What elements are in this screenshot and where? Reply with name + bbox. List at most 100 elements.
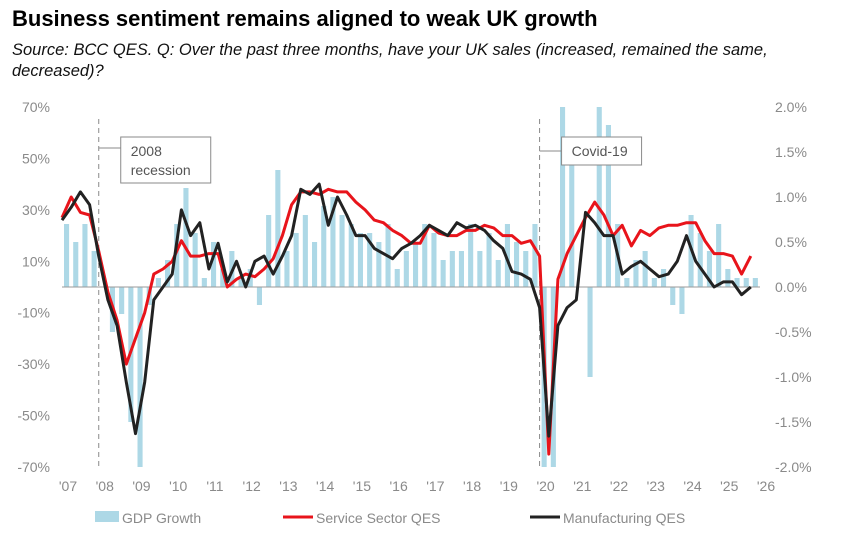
gdp-bar xyxy=(532,224,538,287)
gdp-bar xyxy=(293,233,299,287)
y-left-tick-label: -50% xyxy=(17,408,50,424)
gdp-bar xyxy=(504,224,510,287)
y-right-tick-label: -2.0% xyxy=(775,459,812,475)
y-axis-left: 70% 50% 30% 10% -10% -30% -50% -70% xyxy=(17,99,50,475)
x-tick-label: '12 xyxy=(243,478,261,494)
gdp-bar xyxy=(431,233,437,287)
y-left-tick-label: 50% xyxy=(22,150,50,166)
gdp-bar xyxy=(706,251,712,287)
x-tick-label: '16 xyxy=(390,478,408,494)
gdp-bar xyxy=(330,197,336,287)
y-axis-right: 2.0% 1.5% 1.0% 0.5% 0.0% -0.5% -1.0% -1.5% -2.0% xyxy=(775,99,812,475)
gdp-bar xyxy=(275,170,281,287)
gdp-bar xyxy=(495,260,501,287)
gdp-bar xyxy=(165,260,171,287)
x-tick-label: '19 xyxy=(500,478,518,494)
y-right-tick-label: -0.5% xyxy=(775,324,812,340)
x-tick-label: '10 xyxy=(169,478,187,494)
legend-label: Manufacturing QES xyxy=(563,510,685,526)
legend-label: Service Sector QES xyxy=(316,510,441,526)
gdp-bar xyxy=(670,287,676,305)
annotations-group: 2008 recession Covid-19 xyxy=(98,119,643,467)
gdp-bar xyxy=(679,287,685,314)
gdp-bar xyxy=(449,251,455,287)
x-axis: '07 '08 '09 '10 '11 '12 '13 '14 '15 '16 '17 '18 '19 '… xyxy=(59,478,775,494)
gdp-bar xyxy=(514,242,520,287)
gdp-bar xyxy=(367,233,373,287)
gdp-bar xyxy=(220,269,226,287)
y-right-tick-label: 1.0% xyxy=(775,189,807,205)
annotation-label: Covid-19 xyxy=(572,143,628,159)
gdp-bar xyxy=(376,242,382,287)
gdp-bar xyxy=(73,242,79,287)
x-tick-label: '09 xyxy=(132,478,150,494)
y-right-tick-label: -1.5% xyxy=(775,414,812,430)
gdp-bar xyxy=(486,233,492,287)
x-tick-label: '14 xyxy=(316,478,334,494)
gdp-bar xyxy=(64,224,70,287)
gdp-bar xyxy=(339,215,345,287)
x-tick-label: '22 xyxy=(610,478,628,494)
gdp-bar xyxy=(661,269,667,287)
gdp-bar xyxy=(321,206,327,287)
legend: GDP Growth Service Sector QES Manufacturin… xyxy=(95,510,685,526)
gdp-bar xyxy=(357,233,363,287)
x-tick-label: '18 xyxy=(463,478,481,494)
gdp-bar xyxy=(302,215,308,287)
service-sector-qes-line xyxy=(60,187,753,456)
x-tick-label: '13 xyxy=(279,478,297,494)
x-tick-label: '20 xyxy=(536,478,554,494)
gdp-bar xyxy=(468,224,474,287)
y-left-tick-label: -70% xyxy=(17,459,50,475)
gdp-bar xyxy=(596,107,602,287)
gdp-bar xyxy=(266,215,272,287)
x-tick-label: '11 xyxy=(206,478,223,494)
gdp-bar xyxy=(651,278,657,287)
legend-swatch-gdp xyxy=(95,511,119,522)
gdp-bar xyxy=(82,224,88,287)
x-tick-label: '08 xyxy=(96,478,114,494)
legend-label: GDP Growth xyxy=(122,510,201,526)
gdp-bars-group xyxy=(64,107,758,467)
x-tick-label: '24 xyxy=(683,478,701,494)
gdp-bar xyxy=(587,287,593,377)
gdp-bar xyxy=(238,278,244,287)
x-tick-label: '17 xyxy=(426,478,444,494)
gdp-bar xyxy=(523,251,529,287)
y-left-tick-label: -10% xyxy=(17,305,50,321)
gdp-bar xyxy=(752,278,758,287)
gdp-bar xyxy=(183,188,189,287)
y-left-tick-label: 10% xyxy=(22,253,50,269)
annotation-label: 2008 xyxy=(131,143,162,159)
gdp-bar xyxy=(624,278,630,287)
gdp-bar xyxy=(477,251,483,287)
manufacturing-qes-line xyxy=(60,182,752,438)
annotation-box xyxy=(561,136,643,166)
x-tick-label: '21 xyxy=(573,478,591,494)
gdp-bar xyxy=(174,224,180,287)
y-right-tick-label: -1.0% xyxy=(775,369,812,385)
gdp-bar xyxy=(560,107,566,287)
gdp-bar xyxy=(312,242,318,287)
gdp-bar xyxy=(697,233,703,287)
gdp-bar xyxy=(605,125,611,287)
gdp-bar xyxy=(716,224,722,287)
gdp-bar xyxy=(119,287,125,314)
gdp-bar xyxy=(422,224,428,287)
gdp-bar xyxy=(458,251,464,287)
x-tick-label: '07 xyxy=(59,478,77,494)
gdp-bar xyxy=(642,251,648,287)
x-tick-label: '15 xyxy=(353,478,371,494)
y-left-tick-label: 70% xyxy=(22,99,50,115)
gdp-bar xyxy=(348,224,354,287)
gdp-bar xyxy=(192,233,198,287)
annotation-box xyxy=(120,136,212,184)
y-left-tick-label: -30% xyxy=(17,356,50,372)
gdp-bar xyxy=(633,260,639,287)
x-tick-label: '23 xyxy=(647,478,665,494)
y-left-tick-label: 30% xyxy=(22,202,50,218)
gdp-bar xyxy=(743,278,749,287)
chart-title: Business sentiment remains aligned to we… xyxy=(12,6,598,31)
y-right-tick-label: 0.5% xyxy=(775,234,807,250)
